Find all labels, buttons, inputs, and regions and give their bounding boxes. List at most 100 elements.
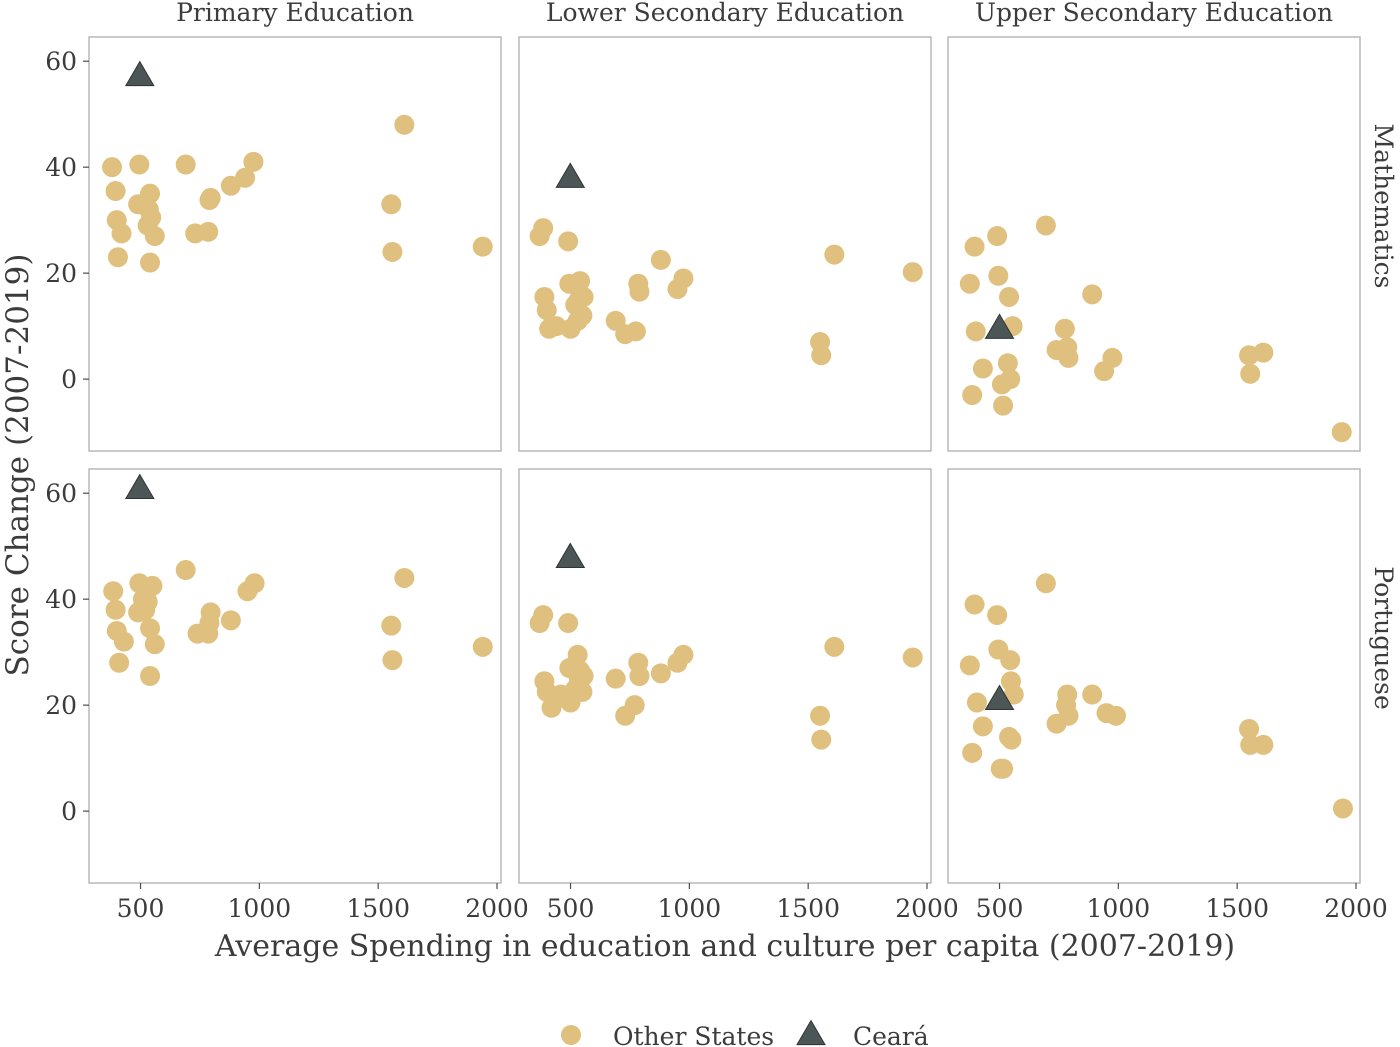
other-state-point [965,321,986,342]
x-axis-label: Average Spending in education and cultur… [214,929,1235,964]
other-state-point [962,742,983,763]
other-state-point [1035,215,1056,236]
other-state-point [1000,650,1021,671]
other-state-point [129,154,150,175]
legend-item-other-states: Other States [561,1022,774,1047]
other-state-point [572,681,593,702]
x-tick-label: 2000 [465,894,529,923]
other-state-point [1035,573,1056,594]
other-state-point [103,581,124,602]
x-tick-label: 1500 [1205,894,1269,923]
legend-label: Ceará [853,1022,929,1047]
other-state-point [573,286,594,307]
other-state-point [573,666,594,686]
ceara-point [124,473,155,500]
other-state-point [107,247,128,268]
other-state-point [140,252,161,273]
other-state-point [558,613,579,634]
other-state-point [1239,718,1260,739]
other-state-point [200,602,221,623]
other-state-point [1058,705,1079,726]
ceara-point [984,313,1015,339]
other-state-point [140,666,161,686]
other-state-point [959,273,980,294]
other-state-point [629,666,650,686]
y-tick-label: 40 [45,153,77,182]
y-tick-label: 60 [45,47,77,76]
x-tick-label: 500 [976,894,1024,923]
y-tick-label: 20 [45,259,77,288]
panel-1-2 [518,36,932,452]
facet-column-label: Lower Secondary Education [546,0,904,27]
other-state-point [144,634,165,655]
other-state-point [1253,734,1274,755]
ceara-point [555,542,586,568]
other-state-point [113,631,134,652]
legend: Other States Ceará [561,1019,929,1047]
other-state-point [1253,342,1274,363]
other-state-point [966,692,987,713]
other-state-point [200,187,221,208]
other-state-point [824,244,845,265]
other-state-point [220,610,241,631]
other-state-point [198,221,219,242]
other-state-point [142,575,163,596]
other-state-point [993,758,1014,779]
facet-row-label: Portuguese [1369,566,1398,709]
other-state-point [673,268,694,289]
other-state-point [109,652,130,673]
other-state-point [1003,684,1024,705]
other-state-point [235,167,256,188]
other-state-point [810,705,831,726]
other-state-point [472,236,493,257]
other-state-point [1001,729,1022,750]
other-state-point [1082,684,1103,705]
other-state-point [629,281,650,302]
other-state-point [972,716,993,737]
other-state-point [567,644,588,665]
ceara-point [984,684,1015,710]
other-state-point [140,618,161,639]
other-state-point [105,599,126,620]
other-state-point [962,385,983,406]
x-tick-label: 1500 [776,894,840,923]
other-state-point [824,636,845,657]
other-state-point [111,223,132,244]
other-state-point [650,663,671,684]
other-state-point [987,605,1008,626]
other-state-point [144,226,165,247]
other-state-point [1082,284,1103,305]
other-state-point [1054,318,1075,339]
other-state-point [558,231,579,252]
other-state-point [625,321,646,342]
other-state-point [1240,363,1261,384]
other-state-point [244,573,265,594]
other-state-point [902,647,923,668]
other-state-point [570,271,591,292]
other-state-point [1332,798,1353,819]
x-tick-label: 500 [117,894,165,923]
other-state-point [381,615,402,636]
x-tick-label: 1000 [228,894,292,923]
other-state-point [605,668,626,689]
other-state-point [175,560,196,581]
other-state-point [472,636,493,657]
other-state-point [572,305,593,326]
other-state-point [624,695,645,716]
facet-row-label: Mathematics [1369,124,1398,289]
other-state-point [1057,684,1078,705]
other-state-point [533,218,554,239]
other-state-point [382,650,403,671]
other-state-point [243,151,264,172]
other-state-point [964,236,985,257]
y-tick-label: 0 [61,797,77,826]
other-state-point [140,183,161,204]
other-state-point [972,358,993,379]
other-state-point [999,286,1020,307]
other-state-point [381,194,402,215]
y-tick-label: 20 [45,691,77,720]
facet-column-label: Upper Secondary Education [975,0,1333,27]
facet-column-label: Primary Education [176,0,414,27]
